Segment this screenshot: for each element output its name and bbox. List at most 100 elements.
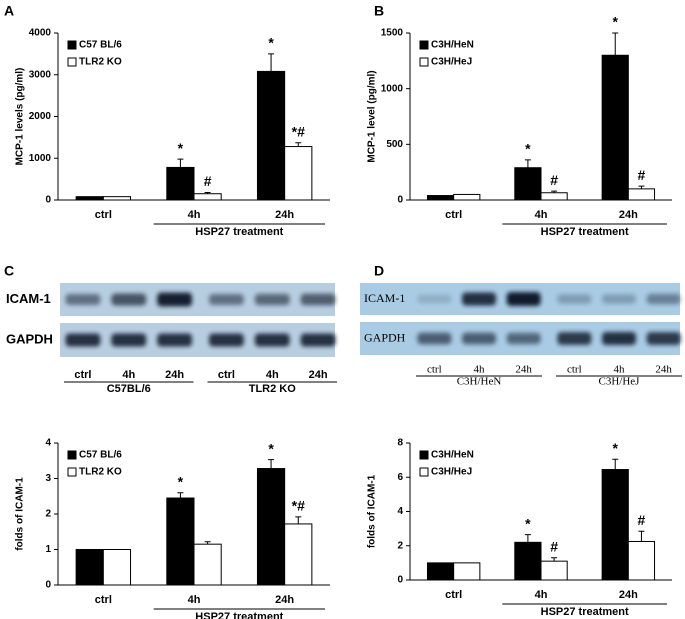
group-label: C3H/HeJ xyxy=(599,376,641,388)
legend-swatch xyxy=(419,40,429,50)
bar xyxy=(75,196,104,201)
annotation: *# xyxy=(292,498,305,514)
x-tick-label: ctrl xyxy=(445,589,462,601)
x-tick-label: 24h xyxy=(275,594,294,606)
legend-label: TLR2 KO xyxy=(79,467,122,478)
y-tick-label: 0 xyxy=(45,195,51,206)
blot-row-label: ICAM-1 xyxy=(6,291,51,306)
blot-row-label: ICAM-1 xyxy=(364,291,405,305)
x-tick-label: 4h xyxy=(535,589,548,601)
blot-band xyxy=(462,332,496,345)
y-tick-label: 1000 xyxy=(381,83,404,94)
annotation: * xyxy=(178,140,184,156)
y-axis-label: folds of ICAM-1 xyxy=(15,477,26,551)
group-label: HSP27 treatment xyxy=(195,226,283,238)
lane-label: 24h xyxy=(309,369,328,381)
error-bar xyxy=(638,530,645,542)
annotation: * xyxy=(613,440,619,456)
error-bar xyxy=(177,492,184,499)
blot-row-label: GAPDH xyxy=(6,331,53,346)
y-tick-label: 4 xyxy=(397,506,403,517)
error-bar xyxy=(268,459,275,469)
bar xyxy=(166,166,195,201)
error-bar xyxy=(551,190,558,193)
error-bar xyxy=(612,32,619,56)
y-axis-label: folds of ICAM-1 xyxy=(367,474,378,548)
y-axis-label: MCP-1 level (pg/ml) xyxy=(367,70,378,162)
y-tick-label: 6 xyxy=(397,472,403,483)
blot-band xyxy=(209,294,244,305)
lane-label: 4h xyxy=(266,369,279,381)
error-bar xyxy=(638,185,645,189)
y-tick-label: 3000 xyxy=(29,69,52,80)
bar xyxy=(453,193,481,201)
blot-band xyxy=(646,293,681,305)
annotation: * xyxy=(525,515,531,531)
annotation: * xyxy=(268,440,274,456)
blot-band xyxy=(602,331,636,346)
bar xyxy=(601,54,629,201)
bar xyxy=(540,192,568,201)
legend-label: C57 BL/6 xyxy=(79,40,122,51)
blot-band xyxy=(157,292,192,307)
y-tick-label: 1500 xyxy=(381,28,404,39)
legend-swatch xyxy=(419,450,429,460)
bar xyxy=(193,193,222,201)
blot-band xyxy=(65,294,101,305)
y-tick-label: 2 xyxy=(45,509,51,520)
group-label: HSP27 treatment xyxy=(195,611,283,619)
y-tick-label: 3 xyxy=(45,473,51,484)
annotation: * xyxy=(268,35,274,51)
bar xyxy=(256,70,286,201)
bar xyxy=(426,195,455,201)
legend-label: C3H/HeN xyxy=(431,450,474,461)
blot-band xyxy=(209,333,244,347)
error-bar xyxy=(204,541,211,545)
legend-swatch xyxy=(419,467,429,477)
lane-label: ctrl xyxy=(427,364,442,376)
annotation: # xyxy=(638,167,646,183)
bar xyxy=(166,497,195,586)
legend-label: TLR2 KO xyxy=(79,57,122,68)
y-tick-label: 0 xyxy=(45,580,51,591)
blot-band xyxy=(417,294,452,304)
blot-band xyxy=(111,333,147,347)
lane-label: 4h xyxy=(474,364,486,376)
x-tick-label: 24h xyxy=(275,209,294,221)
lane-label: ctrl xyxy=(74,369,91,381)
y-tick-label: 4 xyxy=(45,438,51,449)
blot-strip xyxy=(60,323,335,357)
bar xyxy=(627,188,656,201)
bar xyxy=(75,549,104,586)
group-label: C57BL/6 xyxy=(107,383,151,395)
bar xyxy=(453,562,481,581)
lane-label: 24h xyxy=(165,369,184,381)
blot-band xyxy=(646,332,681,345)
y-tick-label: 1 xyxy=(45,544,51,555)
bar xyxy=(514,541,542,581)
y-axis-label: MCP-1 levels (pg/ml) xyxy=(15,68,26,166)
x-tick-label: ctrl xyxy=(95,594,112,606)
panel-label: C xyxy=(4,263,14,279)
bar xyxy=(102,196,132,201)
y-tick-label: 500 xyxy=(386,139,403,150)
lane-label: ctrl xyxy=(567,364,582,376)
x-tick-label: ctrl xyxy=(95,209,112,221)
lane-label: 4h xyxy=(614,364,626,376)
blot-band xyxy=(462,292,496,306)
annotation: * xyxy=(613,14,619,30)
x-tick-label: 24h xyxy=(619,209,638,221)
blot-row-label: GAPDH xyxy=(364,330,406,344)
x-tick-label: ctrl xyxy=(445,209,462,221)
bar xyxy=(627,540,656,581)
x-tick-label: 4h xyxy=(535,209,548,221)
blot-band xyxy=(157,333,192,347)
y-tick-label: 8 xyxy=(397,438,403,449)
y-tick-label: 0 xyxy=(397,575,403,586)
x-tick-label: 24h xyxy=(619,589,638,601)
bar xyxy=(256,468,286,586)
annotation: *# xyxy=(292,124,305,140)
annotation: * xyxy=(525,141,531,157)
error-bar xyxy=(612,458,619,470)
